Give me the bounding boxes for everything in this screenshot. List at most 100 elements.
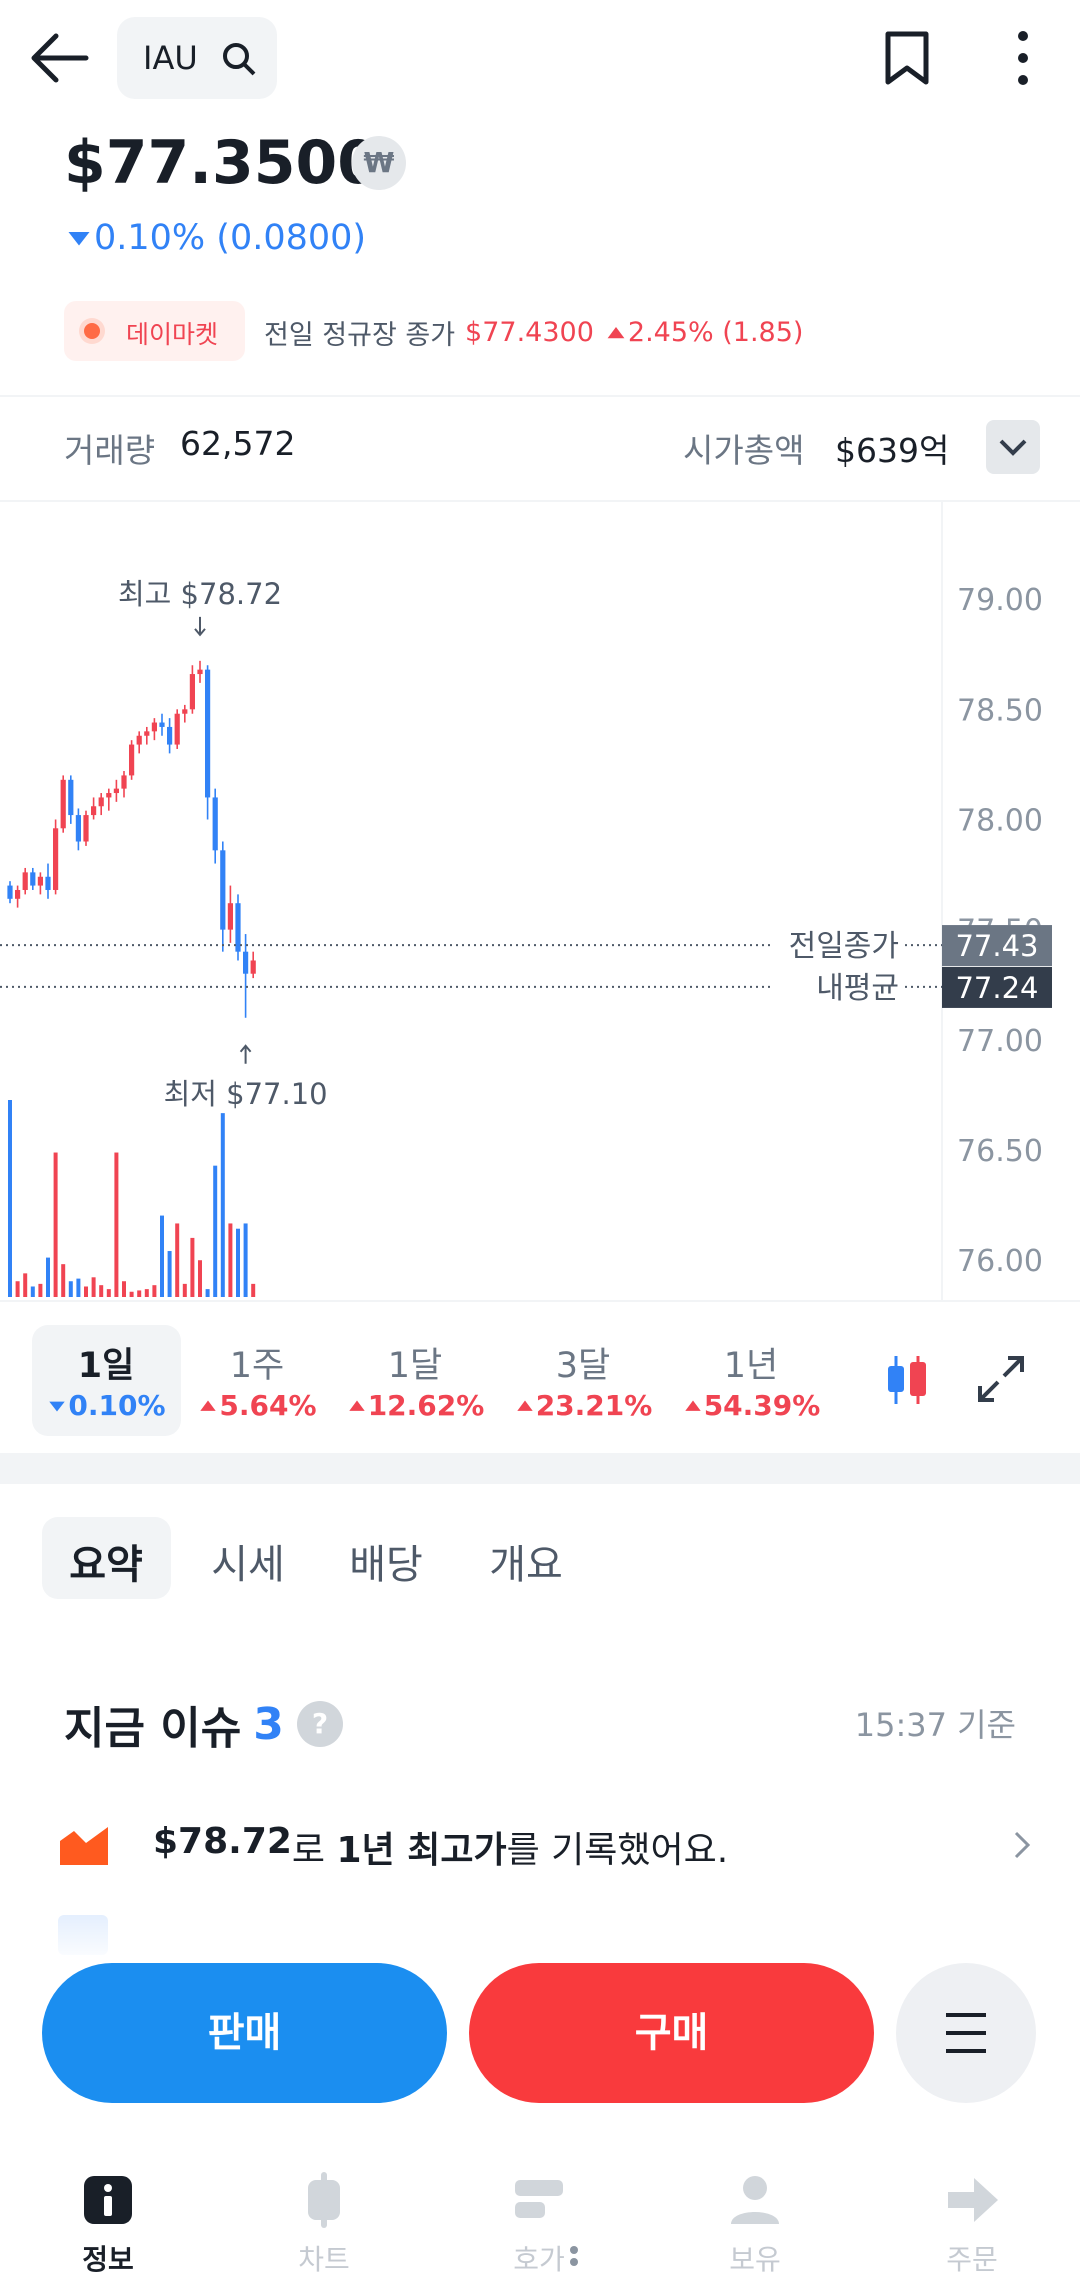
section-tab[interactable]: 시세 xyxy=(211,1542,285,1588)
period-change: 23.21% xyxy=(508,1389,658,1422)
candle-body xyxy=(91,806,97,816)
volume-bar xyxy=(213,1165,218,1297)
candle-body xyxy=(129,744,135,776)
candle-body xyxy=(235,903,241,952)
reference-label: 전일종가 xyxy=(789,929,899,964)
help-icon[interactable]: ? xyxy=(296,1700,344,1748)
candle-body xyxy=(98,797,104,807)
volume-bar xyxy=(228,1223,233,1297)
search-chip[interactable]: IAU xyxy=(117,17,277,99)
volume-bar xyxy=(144,1289,149,1297)
issue-text-part: 로 xyxy=(291,1830,337,1871)
period-selected-bg xyxy=(32,1325,181,1436)
nav-item[interactable]: 보유 xyxy=(685,2160,825,2280)
period-tab[interactable]: 3달 23.21% xyxy=(508,1325,658,1436)
section-tab[interactable]: 개요 xyxy=(489,1542,563,1588)
candle-body xyxy=(167,726,173,745)
issue-row[interactable]: $78.72 로 1년 최고가 를 기록했어요. xyxy=(0,1815,1080,1875)
change-arrow xyxy=(68,232,90,246)
prev-close-label: 전일 정규장 종가 xyxy=(264,320,456,351)
nav-icon xyxy=(308,2172,340,2228)
period-change: 0.10% xyxy=(31,1389,181,1422)
chart-type-button[interactable] xyxy=(884,1352,930,1408)
volume-bar xyxy=(236,1228,240,1297)
nav-item[interactable]: 차트 xyxy=(254,2160,394,2280)
candle-body xyxy=(136,735,142,745)
menu-button[interactable] xyxy=(896,1963,1036,2103)
candle-body xyxy=(106,793,112,798)
section-tab[interactable]: 요약 xyxy=(69,1542,143,1588)
candle-body xyxy=(151,722,157,732)
candle-body xyxy=(189,674,195,710)
volume-bar xyxy=(190,1237,195,1297)
y-tick-label: 76.50 xyxy=(957,1134,1043,1169)
y-tick-label: 76.00 xyxy=(957,1244,1043,1279)
y-tick-label: 78.00 xyxy=(957,803,1043,838)
change-arrow xyxy=(49,1401,66,1411)
nav-icon xyxy=(84,2176,132,2224)
period-tab[interactable]: 1년 54.39% xyxy=(676,1325,826,1436)
annotation-text: 최고 $78.72 xyxy=(118,577,282,611)
issues-header: 지금 이슈 3 ? xyxy=(64,1692,344,1756)
volume-bar xyxy=(23,1273,28,1297)
candle-body xyxy=(182,709,188,714)
volume-bar xyxy=(30,1286,35,1297)
chart: 76.0076.5077.0077.5078.0078.5079.00전일종가7… xyxy=(0,500,1080,1302)
fullscreen-button[interactable] xyxy=(976,1354,1026,1404)
nav-label: 차트 xyxy=(298,2243,350,2276)
change-arrow xyxy=(607,326,625,338)
period-tab[interactable]: 1달 12.62% xyxy=(340,1325,490,1436)
candle-body xyxy=(15,889,21,899)
period-tab[interactable]: 1주 5.64% xyxy=(182,1325,332,1436)
volume-bar xyxy=(152,1285,157,1297)
nav-item[interactable]: 정보 xyxy=(38,2160,178,2280)
divider xyxy=(0,500,1080,502)
candle-body xyxy=(212,797,218,851)
search-icon xyxy=(223,43,256,76)
period-tab[interactable]: 1일 0.10% xyxy=(31,1325,181,1436)
issue-text-part: 1년 최고가 xyxy=(336,1830,507,1871)
currency-badge[interactable]: ₩ xyxy=(352,136,406,190)
change-text: 54.39% xyxy=(703,1389,821,1422)
candle-body xyxy=(250,960,256,974)
reference-value: 77.43 xyxy=(955,929,1038,963)
candle-body xyxy=(75,815,81,842)
nav-icon xyxy=(948,2178,998,2222)
sell-button[interactable]: 판매 xyxy=(42,1963,447,2103)
change-arrow xyxy=(516,1400,533,1411)
prev-close-change: 2.45% (1.85) xyxy=(627,317,804,348)
nav-label: 호가 xyxy=(513,2243,565,2276)
change-text: 5.64% xyxy=(219,1389,317,1422)
volume-bar xyxy=(8,1100,12,1297)
svg-text:?: ? xyxy=(312,1707,328,1740)
stat-label: 시가총액 xyxy=(683,431,805,470)
change-arrow xyxy=(200,1400,217,1411)
stats-expand-button[interactable] xyxy=(986,420,1040,474)
section-tab[interactable]: 배당 xyxy=(349,1542,423,1588)
issues-title: 지금 이슈 xyxy=(64,1703,242,1754)
period-change: 12.62% xyxy=(340,1389,490,1422)
period-change: 54.39% xyxy=(676,1389,826,1422)
volume-bar xyxy=(84,1286,88,1297)
back-button[interactable] xyxy=(28,30,90,86)
period-label: 3달 xyxy=(555,1346,611,1386)
nav-item[interactable]: 호가 xyxy=(469,2160,609,2280)
volume-bar xyxy=(167,1251,172,1297)
bookmark-button[interactable] xyxy=(884,30,930,86)
volume-bar xyxy=(198,1260,202,1297)
period-label: 1주 xyxy=(229,1346,285,1386)
candle-body xyxy=(144,731,150,736)
volume-bar xyxy=(61,1264,66,1297)
section-gap xyxy=(0,1453,1080,1484)
more-button[interactable] xyxy=(1008,30,1038,86)
buy-button[interactable]: 구매 xyxy=(469,1963,874,2103)
candle-body xyxy=(37,876,43,886)
reference-box xyxy=(942,925,1052,967)
day-market-dot xyxy=(79,318,105,344)
period-label: 1년 xyxy=(723,1346,779,1386)
volume-bar xyxy=(38,1283,43,1297)
candle-body xyxy=(243,951,249,974)
issue-text-part: 를 기록했어요. xyxy=(506,1830,729,1871)
nav-item[interactable]: 주문 xyxy=(902,2160,1042,2280)
